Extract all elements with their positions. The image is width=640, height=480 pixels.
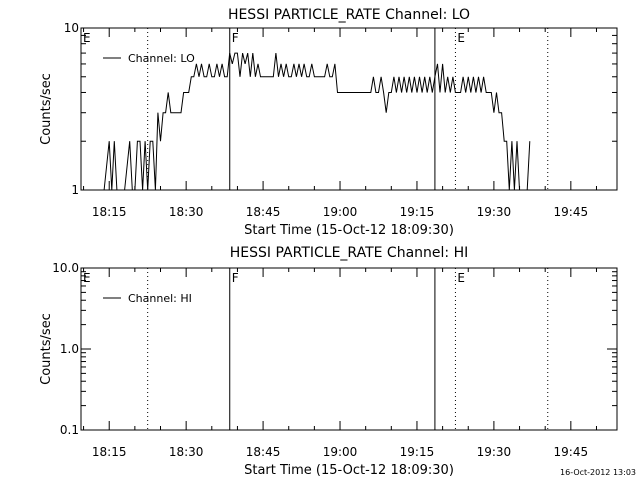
y-tick-label: 10.0 bbox=[52, 261, 79, 275]
x-tick-label: 19:15 bbox=[400, 445, 435, 459]
y-tick-label: 1.0 bbox=[60, 342, 79, 356]
x-tick-label: 18:30 bbox=[169, 205, 204, 219]
y-tick-label: 1 bbox=[71, 183, 79, 197]
panel-hi: HESSI PARTICLE_RATE Channel: HI 18:15 18:3… bbox=[39, 245, 618, 478]
x-tick-label: 18:15 bbox=[92, 445, 127, 459]
series-line bbox=[103, 52, 531, 191]
panel-lo: HESSI PARTICLE_RATE Channel: LO 18:15 18:3… bbox=[39, 7, 618, 238]
x-tick-label: 19:00 bbox=[323, 445, 358, 459]
x-tick-label: 19:00 bbox=[323, 205, 358, 219]
x-tick-label: 18:45 bbox=[246, 205, 281, 219]
x-tick-label: 19:45 bbox=[554, 205, 589, 219]
x-tick-label: 19:45 bbox=[554, 445, 589, 459]
x-tick-label: 18:45 bbox=[246, 445, 281, 459]
corner-marker-label: E bbox=[83, 31, 91, 45]
legend-label: Channel: LO bbox=[128, 52, 195, 65]
chart-title: HESSI PARTICLE_RATE Channel: HI bbox=[230, 245, 468, 261]
x-axis-label: Start Time (15-Oct-12 18:09:30) bbox=[244, 463, 454, 478]
vertical-marker-label: E bbox=[457, 31, 465, 45]
y-tick-label: 0.1 bbox=[60, 423, 79, 437]
y-axis-label: Counts/sec bbox=[39, 313, 54, 385]
x-tick-label: 18:30 bbox=[169, 445, 204, 459]
vertical-marker-label: F bbox=[232, 271, 239, 285]
footer-timestamp: 16-Oct-2012 13:03 bbox=[560, 468, 636, 477]
corner-marker-label: E bbox=[83, 271, 91, 285]
chart-title: HESSI PARTICLE_RATE Channel: LO bbox=[228, 7, 470, 23]
x-tick-label: 19:30 bbox=[477, 205, 512, 219]
x-axis-label: Start Time (15-Oct-12 18:09:30) bbox=[244, 223, 454, 238]
legend-label: Channel: HI bbox=[128, 292, 192, 305]
y-tick-label: 10 bbox=[64, 21, 79, 35]
plot-frame bbox=[80, 27, 618, 191]
vertical-marker-label: F bbox=[232, 31, 239, 45]
x-tick-label: 19:30 bbox=[477, 445, 512, 459]
y-axis-label: Counts/sec bbox=[39, 73, 54, 145]
x-tick-label: 18:15 bbox=[92, 205, 127, 219]
x-tick-label: 19:15 bbox=[400, 205, 435, 219]
vertical-marker-label: E bbox=[457, 271, 465, 285]
